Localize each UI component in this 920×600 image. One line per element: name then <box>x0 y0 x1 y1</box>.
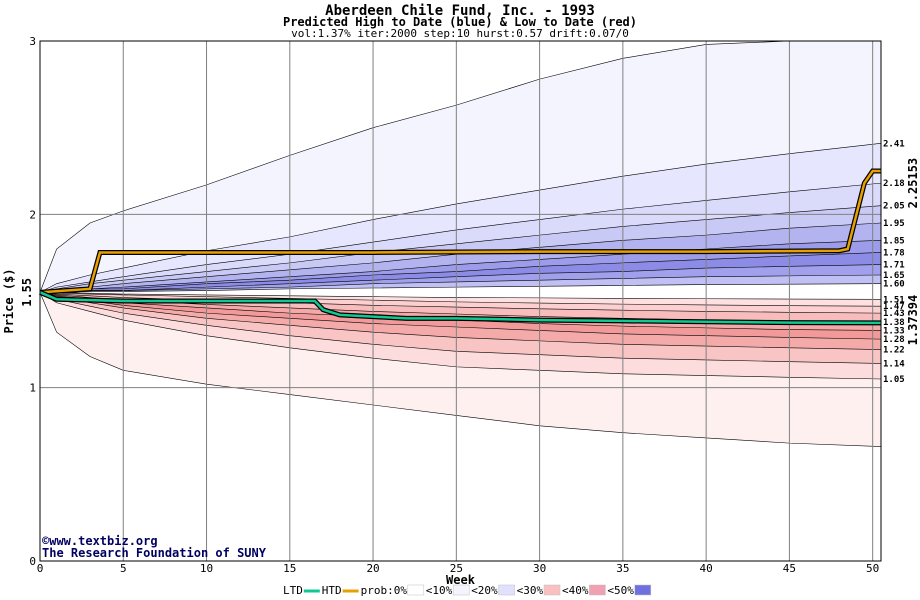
lower-band-7 <box>40 292 881 364</box>
legend: LTD HTD prob:0% <10% <20% <30% <40% <50% <box>283 584 652 597</box>
percentile-label: 2.18 <box>883 179 905 189</box>
start-price-label: 1.55 <box>20 278 34 307</box>
x-axis-label: Week <box>446 573 476 587</box>
credit: ©www.textbiz.org The Research Foundation… <box>42 534 267 560</box>
lower-band-5 <box>40 292 881 340</box>
x-tick-label: 30 <box>533 562 546 575</box>
percentile-label: 1.78 <box>883 248 905 258</box>
y-tick-label: 2 <box>29 208 36 221</box>
x-tick-label: 5 <box>120 562 127 575</box>
x-tick-label: 25 <box>450 562 463 575</box>
legend-color-swatch <box>543 584 561 596</box>
legend-label: HTD <box>322 584 342 597</box>
ltd-final-label: 1.37394 <box>906 295 920 346</box>
chart-title-group: Aberdeen Chile Fund, Inc. - 1993 Predict… <box>283 3 637 40</box>
percentile-label: 1.28 <box>883 335 905 345</box>
legend-label: LTD <box>283 584 303 597</box>
chart-subtitle: Predicted High to Date (blue) & Low to D… <box>283 15 637 29</box>
probability-bands <box>40 41 881 447</box>
legend-color-swatch <box>452 584 470 596</box>
x-tick-label: 35 <box>616 562 629 575</box>
percentile-label: 1.60 <box>883 280 905 290</box>
legend-color-swatch <box>589 584 606 596</box>
y-tick-label: 1 <box>29 382 36 395</box>
percentile-label: 1.47 <box>883 302 905 312</box>
percentile-label: 1.51 <box>883 295 905 305</box>
y-tick-label: 0 <box>29 555 36 568</box>
upper-band-1 <box>40 143 881 293</box>
x-axis-ticks: 0 5 10 15 20 25 30 35 40 45 50 <box>37 562 880 575</box>
lower-band-6 <box>40 292 881 350</box>
legend-label: <40% <box>562 584 589 597</box>
legend-label: <20% <box>471 584 498 597</box>
legend-color-swatch <box>634 584 652 596</box>
legend-label: <50% <box>607 584 634 597</box>
percentile-label: 1.71 <box>883 261 905 271</box>
percentile-label: 1.43 <box>883 309 905 319</box>
series-lines <box>39 168 881 326</box>
percentile-label: 1.33 <box>883 326 905 336</box>
chart-params: vol:1.37% iter:2000 step:10 hurst:0.57 d… <box>291 27 629 40</box>
htd-final-label: 2.25153 <box>906 158 920 209</box>
percentile-label: 2.05 <box>883 202 905 212</box>
credit-line-2: The Research Foundation of SUNY <box>42 546 267 560</box>
percentile-label: 1.22 <box>883 346 905 356</box>
upper-band-2 <box>40 183 881 293</box>
lower-band-3 <box>40 292 881 322</box>
chart-title: Aberdeen Chile Fund, Inc. - 1993 <box>325 3 595 19</box>
x-tick-label: 45 <box>783 562 796 575</box>
x-tick-label: 0 <box>37 562 44 575</box>
legend-label: prob:0% <box>361 584 408 597</box>
percentile-labels: 2.41 2.18 2.05 1.95 1.85 1.78 1.711.651.60 1.51… <box>883 139 905 385</box>
x-tick-label: 10 <box>200 562 213 575</box>
percentile-label: 1.14 <box>883 359 905 369</box>
percentile-label: 1.85 <box>883 236 905 246</box>
percentile-label: 1.38 <box>883 318 905 328</box>
legend-color-swatch <box>498 584 515 596</box>
percentile-label: 2.41 <box>883 139 905 149</box>
legend-color-swatch <box>407 584 425 596</box>
y-tick-label: 3 <box>29 35 36 48</box>
legend-label: <30% <box>517 584 544 597</box>
legend-label: <10% <box>426 584 453 597</box>
percentile-label: 1.65 <box>883 271 905 281</box>
upper-band-4 <box>40 223 881 293</box>
lower-band-1 <box>40 292 881 307</box>
ltd-line <box>39 291 881 325</box>
upper-band-0 <box>40 41 881 293</box>
x-tick-label: 15 <box>283 562 296 575</box>
percentile-label: 1.95 <box>883 219 905 229</box>
upper-band-6 <box>40 252 881 293</box>
credit-line-1: ©www.textbiz.org <box>42 534 158 548</box>
percentile-label: 1.05 <box>883 375 905 385</box>
x-tick-label: 50 <box>866 562 879 575</box>
lower-band-2 <box>40 292 881 314</box>
x-tick-label: 20 <box>366 562 379 575</box>
plot-frame <box>39 40 882 562</box>
y-axis-label: Price ($) <box>2 268 16 333</box>
x-tick-label: 40 <box>700 562 713 575</box>
htd-line <box>39 169 881 294</box>
upper-band-3 <box>40 205 881 293</box>
y-axis-ticks: 0 1 2 3 <box>29 35 36 568</box>
